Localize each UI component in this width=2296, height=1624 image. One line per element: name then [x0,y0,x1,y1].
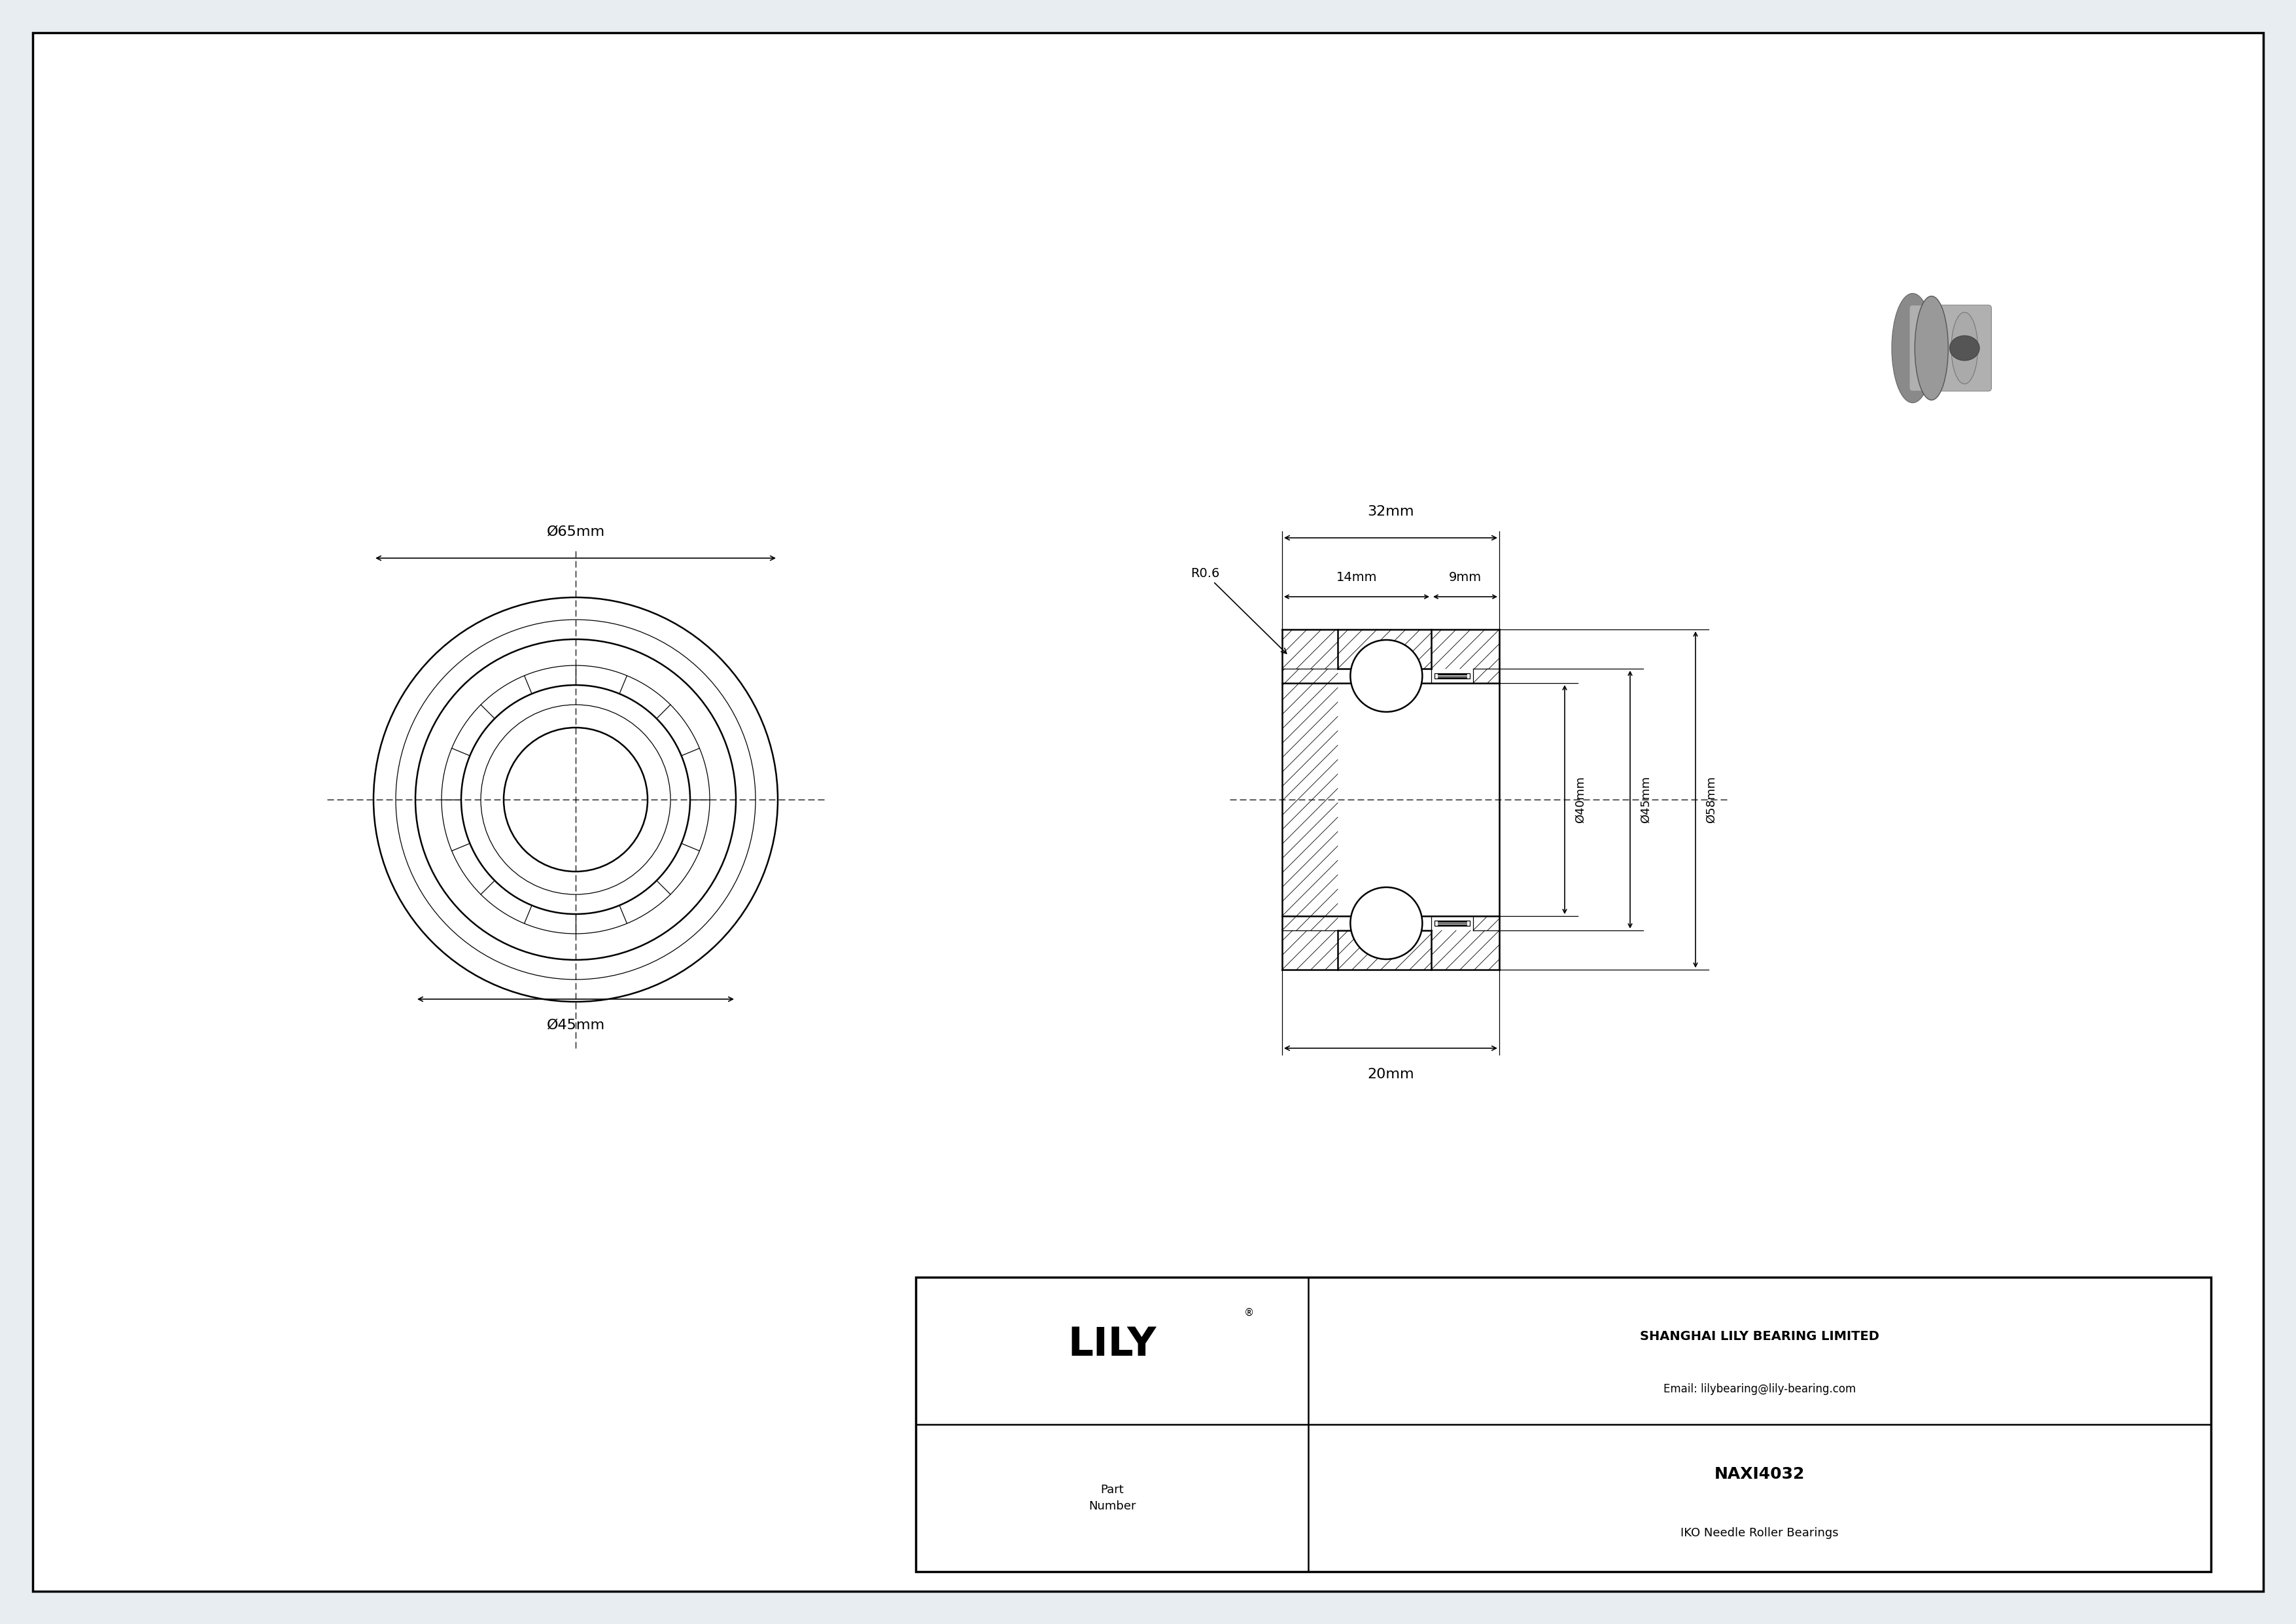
Text: R0.6: R0.6 [1192,567,1286,653]
Text: IKO Needle Roller Bearings: IKO Needle Roller Bearings [1681,1528,1839,1540]
Text: NAXI4032: NAXI4032 [1715,1466,1805,1483]
Text: Ø65mm: Ø65mm [546,526,604,539]
Bar [1435,921,1469,926]
Text: 20mm: 20mm [1366,1069,1414,1082]
Ellipse shape [1892,294,1933,403]
Bar [1435,674,1469,679]
Text: LILY: LILY [1068,1325,1157,1364]
Text: 14mm: 14mm [1336,572,1378,583]
Text: Ø40mm: Ø40mm [1575,776,1587,823]
Text: ®: ® [1244,1307,1254,1317]
Text: 9mm: 9mm [1449,572,1481,583]
Ellipse shape [1915,296,1949,400]
Ellipse shape [1949,336,1979,361]
Circle shape [1350,887,1421,960]
Text: Ø45mm: Ø45mm [546,1018,604,1031]
Text: Email: lilybearing@lily-bearing.com: Email: lilybearing@lily-bearing.com [1662,1384,1855,1395]
Ellipse shape [1952,312,1977,383]
Text: Ø45mm: Ø45mm [1639,776,1651,823]
Bar [916,1276,2211,1572]
Text: SHANGHAI LILY BEARING LIMITED: SHANGHAI LILY BEARING LIMITED [1639,1330,1880,1343]
Text: 32mm: 32mm [1368,505,1414,518]
Text: Ø58mm: Ø58mm [1706,776,1717,823]
Circle shape [1350,640,1421,711]
Text: Part
Number: Part Number [1088,1484,1137,1512]
FancyBboxPatch shape [1910,305,1991,391]
